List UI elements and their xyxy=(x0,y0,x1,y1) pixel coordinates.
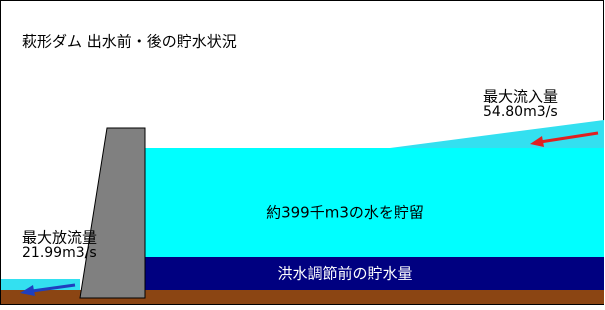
inflow-label: 最大流入量 xyxy=(483,88,558,106)
before-label: 洪水調節前の貯水量 xyxy=(277,265,412,283)
stored-water xyxy=(145,148,604,257)
stored-label: 約399千m3の水を貯留 xyxy=(266,204,424,222)
outflow-label: 最大放流量 xyxy=(22,229,97,247)
diagram: 萩形ダム 出水前・後の貯水状況 最大流入量 54.80m3/s 約399千m3の… xyxy=(0,0,605,306)
title: 萩形ダム 出水前・後の貯水状況 xyxy=(22,33,237,51)
inflow-rate: 54.80m3/s xyxy=(483,104,558,120)
outflow-rate: 21.99m3/s xyxy=(22,245,97,261)
